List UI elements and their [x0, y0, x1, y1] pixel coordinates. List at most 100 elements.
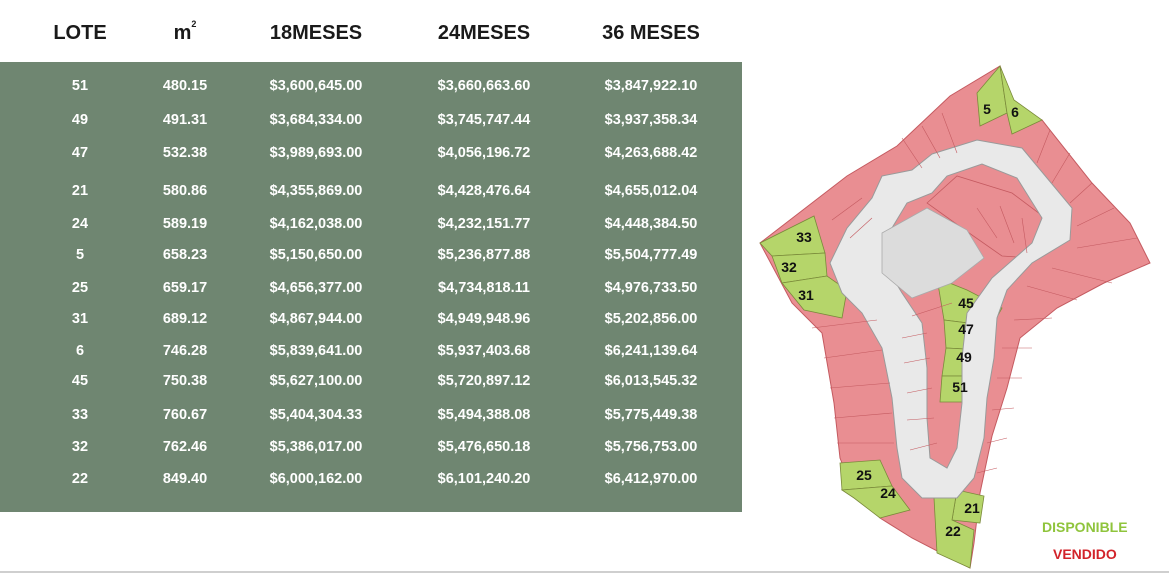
cell-m36: $6,241,139.64 — [604, 343, 698, 359]
cell-m36: $5,202,856.00 — [604, 311, 698, 327]
cell-lote: 24 — [71, 216, 89, 232]
cell-m24: $5,720,897.12 — [437, 373, 531, 389]
header-lote: LOTE — [53, 22, 107, 44]
cell-m24: $4,232,151.77 — [437, 216, 531, 232]
lot-31-available — [781, 275, 848, 319]
table-row: 45 750.38 $5,627,100.00 $5,720,897.12 $6,013… — [0, 370, 742, 394]
cell-m18: $5,839,641.00 — [269, 343, 363, 359]
table-row: 51 480.15 $3,600,645.00 $3,660,663.60 $3,847… — [0, 75, 742, 99]
cell-m18: $4,867,944.00 — [269, 311, 363, 327]
lot-label-25: 25 — [856, 467, 872, 483]
cell-m2: 580.86 — [162, 183, 208, 199]
cell-m2: 589.19 — [162, 216, 208, 232]
cell-m36: $4,655,012.04 — [604, 183, 698, 199]
cell-m18: $5,404,304.33 — [269, 407, 363, 423]
lot-label-45: 45 — [958, 295, 974, 311]
cell-m24: $6,101,240.20 — [437, 471, 531, 487]
cell-m2: 480.15 — [162, 78, 208, 94]
lot-label-6: 6 — [1011, 104, 1019, 120]
table-row: 5 658.23 $5,150,650.00 $5,236,877.88 $5,504,… — [0, 244, 742, 268]
cell-m36: $4,263,688.42 — [604, 145, 698, 161]
cell-lote: 33 — [71, 407, 89, 423]
table-row: 47 532.38 $3,989,693.00 $4,056,196.72 $4,263… — [0, 142, 742, 166]
cell-m24: $5,937,403.68 — [437, 343, 531, 359]
cell-m24: $4,949,948.96 — [437, 311, 531, 327]
cell-m36: $6,013,545.32 — [604, 373, 698, 389]
table-row: 25 659.17 $4,656,377.00 $4,734,818.11 $4,976… — [0, 277, 742, 301]
cell-m18: $3,684,334.00 — [269, 112, 363, 128]
cell-m18: $6,000,162.00 — [269, 471, 363, 487]
header-18-meses: 18MESES — [269, 22, 363, 44]
lot-label-33: 33 — [796, 229, 812, 245]
cell-m18: $5,386,017.00 — [269, 439, 363, 455]
cell-m2: 659.17 — [162, 280, 208, 296]
site-plan-map: 5 6 33 32 31 45 47 49 51 25 24 21 22 — [759, 65, 1151, 569]
cell-lote: 31 — [71, 311, 89, 327]
cell-m36: $4,448,384.50 — [604, 216, 698, 232]
cell-m36: $3,847,922.10 — [604, 78, 698, 94]
cell-lote: 5 — [75, 247, 85, 263]
cell-m24: $5,494,388.08 — [437, 407, 531, 423]
cell-m2: 849.40 — [162, 471, 208, 487]
table-row: 22 849.40 $6,000,162.00 $6,101,240.20 $6,412… — [0, 468, 742, 492]
lot-label-21: 21 — [964, 500, 980, 516]
cell-m18: $3,600,645.00 — [269, 78, 363, 94]
cell-m2: 762.46 — [162, 439, 208, 455]
lot-label-51: 51 — [952, 379, 968, 395]
cell-m18: $4,355,869.00 — [269, 183, 363, 199]
header-m2: m2 — [135, 19, 235, 45]
table-row: 33 760.67 $5,404,304.33 $5,494,388.08 $5,775… — [0, 404, 742, 428]
legend-available: DISPONIBLE — [1042, 519, 1128, 535]
cell-m18: $4,656,377.00 — [269, 280, 363, 296]
cell-lote: 25 — [71, 280, 89, 296]
cell-m24: $5,236,877.88 — [437, 247, 531, 263]
cell-m2: 689.12 — [162, 311, 208, 327]
lot-label-49: 49 — [956, 349, 972, 365]
lot-label-47: 47 — [958, 321, 974, 337]
cell-m24: $4,428,476.64 — [437, 183, 531, 199]
table-row: 21 580.86 $4,355,869.00 $4,428,476.64 $4,655… — [0, 180, 742, 204]
cell-m36: $4,976,733.50 — [604, 280, 698, 296]
cell-m18: $5,150,650.00 — [269, 247, 363, 263]
cell-lote: 49 — [71, 112, 89, 128]
cell-m18: $4,162,038.00 — [269, 216, 363, 232]
header-24-meses: 24MESES — [437, 22, 531, 44]
cell-m24: $4,734,818.11 — [438, 280, 530, 296]
cell-m24: $3,660,663.60 — [437, 78, 531, 94]
cell-m36: $3,937,358.34 — [604, 112, 698, 128]
lot-label-31: 31 — [798, 287, 814, 303]
table-row: 6 746.28 $5,839,641.00 $5,937,403.68 $6,241,… — [0, 340, 742, 364]
cell-m36: $5,775,449.38 — [604, 407, 698, 423]
bottom-divider — [0, 571, 1169, 573]
cell-m2: 658.23 — [162, 247, 208, 263]
cell-m24: $4,056,196.72 — [437, 145, 531, 161]
header-m2-base: m — [173, 22, 192, 44]
legend-sold: VENDIDO — [1053, 546, 1117, 562]
cell-m2: 532.38 — [162, 145, 208, 161]
table-row: 32 762.46 $5,386,017.00 $5,476,650.18 $5,756… — [0, 436, 742, 460]
lot-24-available — [840, 485, 911, 519]
cell-m2: 491.31 — [162, 112, 208, 128]
cell-m18: $3,989,693.00 — [269, 145, 363, 161]
header-m2-exponent: 2 — [191, 19, 197, 30]
cell-m24: $5,476,650.18 — [437, 439, 531, 455]
lot-label-24: 24 — [880, 485, 896, 501]
lot-label-32: 32 — [781, 259, 797, 275]
header-36-meses: 36 MESES — [602, 22, 700, 44]
cell-lote: 47 — [71, 145, 89, 161]
cell-lote: 51 — [71, 78, 89, 94]
cell-m36: $6,412,970.00 — [604, 471, 698, 487]
cell-m36: $5,504,777.49 — [604, 247, 698, 263]
cell-lote: 22 — [71, 471, 89, 487]
lot-label-5: 5 — [983, 101, 991, 117]
cell-m36: $5,756,753.00 — [604, 439, 698, 455]
cell-m2: 760.67 — [162, 407, 208, 423]
cell-m18: $5,627,100.00 — [269, 373, 363, 389]
cell-m2: 750.38 — [162, 373, 208, 389]
cell-m24: $3,745,747.44 — [437, 112, 531, 128]
cell-lote: 32 — [71, 439, 89, 455]
price-table — [0, 62, 742, 512]
table-header: LOTE m2 18MESES 24MESES 36 MESES — [0, 0, 742, 62]
plaza — [881, 207, 985, 299]
lot-label-22: 22 — [945, 523, 961, 539]
